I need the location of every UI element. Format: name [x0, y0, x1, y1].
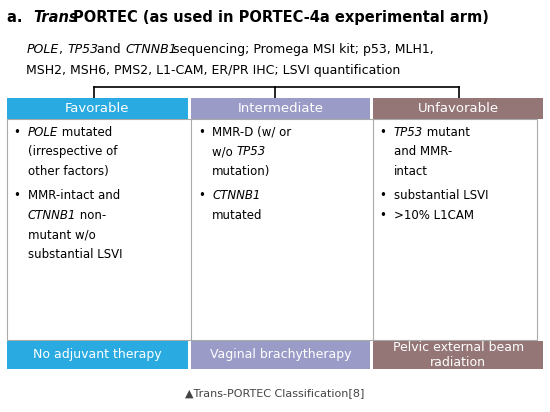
- Text: substantial LSVI: substantial LSVI: [394, 189, 488, 202]
- Text: sequencing; Promega MSI kit; p53, MLH1,: sequencing; Promega MSI kit; p53, MLH1,: [169, 43, 434, 56]
- Text: TP53: TP53: [237, 145, 266, 159]
- Text: •: •: [379, 209, 387, 222]
- Text: intact: intact: [394, 165, 428, 178]
- Text: Favorable: Favorable: [65, 102, 130, 115]
- Text: Vaginal brachytherapy: Vaginal brachytherapy: [210, 348, 351, 361]
- Text: CTNNB1: CTNNB1: [28, 209, 76, 222]
- Text: ▲Trans-PORTEC Classification[8]: ▲Trans-PORTEC Classification[8]: [185, 388, 365, 398]
- Text: and MMR-: and MMR-: [394, 145, 452, 159]
- Text: •: •: [379, 126, 387, 139]
- Text: other factors): other factors): [28, 165, 108, 178]
- Bar: [191, 98, 370, 119]
- Text: w/o: w/o: [212, 145, 237, 159]
- Text: CTNNB1: CTNNB1: [125, 43, 177, 56]
- Text: Pelvic external beam
radiation: Pelvic external beam radiation: [393, 341, 524, 369]
- Text: a.: a.: [7, 10, 28, 25]
- Text: MSH2, MSH6, PMS2, L1-CAM, ER/PR IHC; LSVI quantification: MSH2, MSH6, PMS2, L1-CAM, ER/PR IHC; LSV…: [26, 64, 400, 77]
- Bar: [373, 98, 543, 119]
- Text: POLE: POLE: [26, 43, 59, 56]
- Text: •: •: [198, 126, 205, 139]
- Text: mutated: mutated: [58, 126, 112, 139]
- Text: Unfavorable: Unfavorable: [417, 102, 499, 115]
- Text: PORTEC (as used in PORTEC-4a experimental arm): PORTEC (as used in PORTEC-4a experimenta…: [73, 10, 488, 25]
- Text: substantial LSVI: substantial LSVI: [28, 248, 122, 261]
- Text: •: •: [198, 189, 205, 202]
- Text: Trans: Trans: [33, 10, 78, 25]
- Text: Intermediate: Intermediate: [238, 102, 323, 115]
- Bar: [7, 98, 188, 119]
- Bar: [7, 119, 537, 340]
- Text: mutant: mutant: [423, 126, 470, 139]
- Text: TP53: TP53: [67, 43, 98, 56]
- Text: non-: non-: [76, 209, 106, 222]
- Text: TP53: TP53: [394, 126, 423, 139]
- Text: •: •: [379, 189, 387, 202]
- Text: (irrespective of: (irrespective of: [28, 145, 117, 159]
- Text: POLE: POLE: [28, 126, 58, 139]
- Text: mutant w/o: mutant w/o: [28, 229, 95, 241]
- Text: CTNNB1: CTNNB1: [212, 189, 261, 202]
- Text: MMR-intact and: MMR-intact and: [28, 189, 120, 202]
- Bar: [373, 341, 543, 369]
- Text: >10% L1CAM: >10% L1CAM: [394, 209, 474, 222]
- Bar: [7, 341, 188, 369]
- Text: ,: ,: [59, 43, 68, 56]
- Text: •: •: [13, 189, 20, 202]
- Text: mutation): mutation): [212, 165, 271, 178]
- Text: mutated: mutated: [212, 209, 263, 222]
- Bar: [191, 341, 370, 369]
- Text: No adjuvant therapy: No adjuvant therapy: [33, 348, 162, 361]
- Text: and: and: [94, 43, 125, 56]
- Text: •: •: [13, 126, 20, 139]
- Text: MMR-D (w/ or: MMR-D (w/ or: [212, 126, 292, 139]
